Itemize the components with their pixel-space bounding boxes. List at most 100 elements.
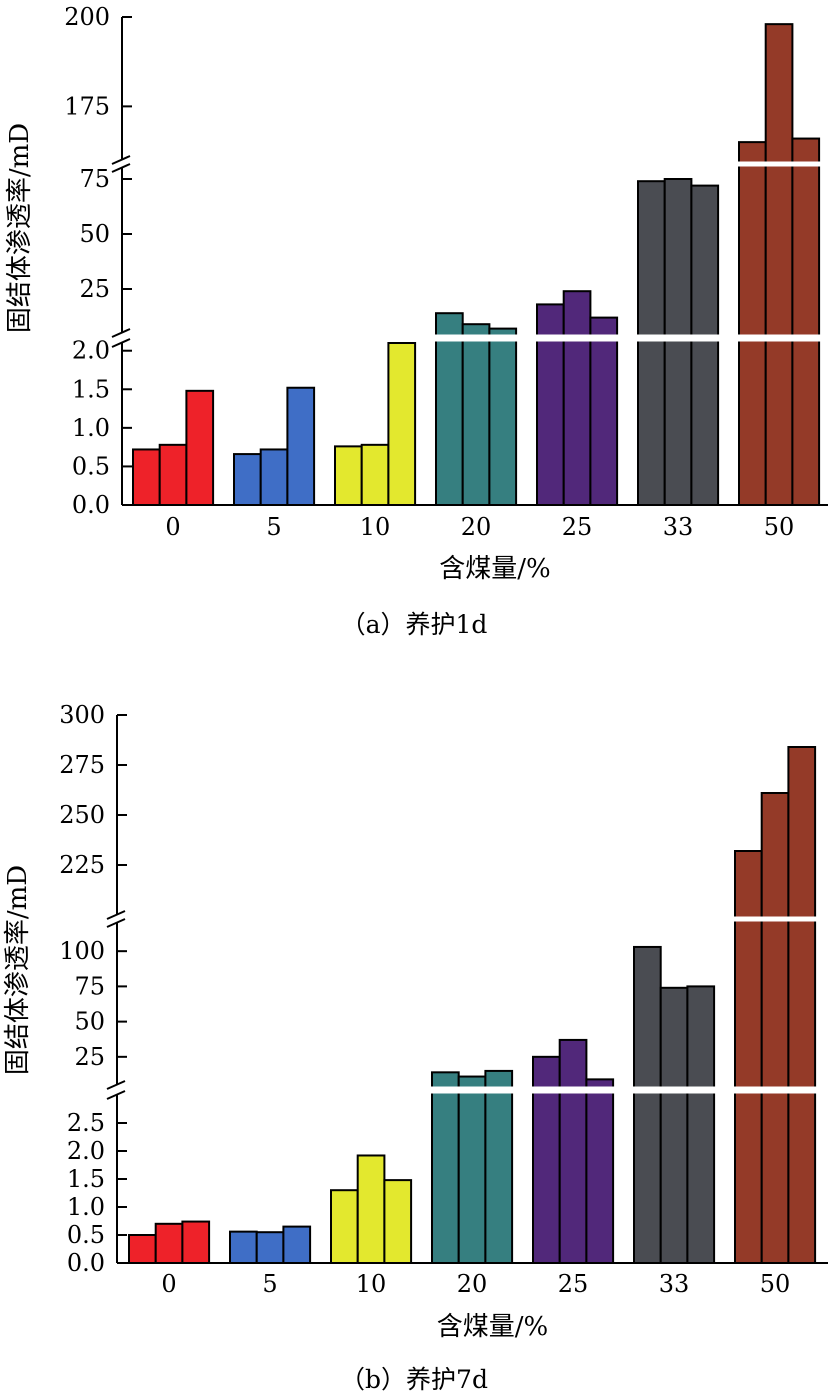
y-tick-label: 1.5: [67, 1165, 105, 1193]
y-axis-title: 固结体渗透率/mD: [3, 865, 33, 1075]
bar: [334, 445, 363, 506]
bar: [431, 1071, 460, 1265]
y-tick-label: 2.0: [72, 337, 110, 365]
x-tick-label: 0: [165, 513, 180, 541]
y-tick-label: 0.0: [72, 491, 110, 519]
bar: [128, 1234, 157, 1264]
y-tick-label: 175: [64, 92, 110, 120]
chart-panel-b: 0.00.51.01.52.02.5 25 50 75 100 225 250 275 300 0…: [3, 701, 828, 1394]
y-tick-label: 0.0: [67, 1249, 105, 1277]
x-axis-title: 含煤量/%: [437, 1312, 548, 1342]
x-tick-label: 33: [659, 1270, 690, 1298]
bar: [663, 178, 693, 506]
y-tick-label: 225: [59, 851, 105, 879]
bar: [360, 443, 390, 507]
x-axis-title: 含煤量/%: [439, 554, 550, 584]
x-tick-label: 20: [461, 513, 492, 541]
axis-break-mark: [106, 910, 126, 920]
y-tick-label: 200: [64, 3, 110, 31]
x-tick-label: 10: [360, 513, 391, 541]
y-tick-label: 2.0: [67, 1137, 105, 1165]
y-tick-label: 0.5: [72, 452, 110, 480]
x-tick-label: 33: [663, 513, 694, 541]
y-axis-title: 固结体渗透率/mD: [5, 123, 35, 333]
bar: [457, 1075, 487, 1265]
bar: [387, 342, 417, 506]
y-tick-label: 100: [59, 937, 105, 965]
axis-break-mark: [111, 338, 131, 348]
axis-break-mark: [106, 1090, 126, 1100]
bar: [585, 1078, 615, 1265]
bar: [589, 316, 619, 506]
bar: [255, 1231, 285, 1264]
bar: [690, 184, 720, 506]
bar: [686, 985, 716, 1264]
x-tick-label: 50: [764, 513, 795, 541]
bar: [229, 1230, 258, 1265]
axis-break-band: [108, 161, 828, 167]
bar: [764, 23, 794, 507]
bar: [659, 986, 689, 1264]
axis-break-mark: [111, 155, 131, 165]
y-tick-label: 0.5: [67, 1221, 105, 1249]
y-tick-label: 1.0: [67, 1193, 105, 1221]
axis-break-band: [108, 334, 828, 342]
bar: [484, 1069, 514, 1265]
bar: [282, 1225, 312, 1264]
bar: [562, 290, 592, 507]
bar: [330, 1189, 359, 1264]
x-tick-label: 50: [760, 1270, 791, 1298]
bar: [132, 448, 161, 507]
y-tick-label: 25: [79, 275, 110, 303]
bar: [356, 1154, 386, 1264]
y-tick-label: 50: [79, 220, 110, 248]
bar: [787, 746, 817, 1264]
bar: [734, 850, 763, 1264]
y-tick-label: 50: [74, 1008, 105, 1036]
x-tick-label: 10: [356, 1270, 387, 1298]
bar: [791, 137, 821, 507]
y-tick-label: 2.5: [67, 1109, 105, 1137]
axis-break-mark: [111, 163, 131, 173]
bar: [435, 312, 464, 507]
bar: [259, 448, 289, 507]
x-tick-label: 5: [262, 1270, 277, 1298]
x-tick-label: 25: [558, 1270, 589, 1298]
bar: [488, 327, 518, 506]
bar: [536, 303, 565, 506]
axis-break-mark: [106, 918, 126, 928]
x-tick-label: 20: [457, 1270, 488, 1298]
bar: [738, 141, 767, 506]
bar: [233, 453, 262, 507]
y-tick-label: 1.0: [72, 414, 110, 442]
figure-caption: （b）养护7d: [340, 1365, 488, 1394]
chart-panel-a: 0.0 0.5 1.0 1.5 2.0 25 50 75 175 200 0 5 10 20 25 33 50 含…: [5, 3, 828, 639]
bar: [383, 1179, 413, 1264]
y-tick-label: 25: [74, 1043, 105, 1071]
y-tick-label: 275: [59, 751, 105, 779]
figure-caption: （a）养护1d: [341, 610, 488, 639]
y-tick-label: 300: [59, 701, 105, 729]
bar: [637, 180, 666, 506]
axis-break-band: [103, 1086, 828, 1094]
bar: [558, 1038, 588, 1265]
y-tick-label: 1.5: [72, 375, 110, 403]
bar: [154, 1222, 184, 1265]
x-tick-label: 5: [266, 513, 281, 541]
bar: [461, 323, 491, 507]
axis-break-band: [103, 916, 828, 922]
x-tick-label: 25: [562, 513, 593, 541]
y-tick-label: 75: [79, 165, 110, 193]
y-tick-label: 75: [74, 972, 105, 1000]
axis-break-mark: [111, 328, 131, 338]
y-tick-label: 250: [59, 801, 105, 829]
bar: [760, 792, 790, 1264]
bar: [286, 386, 316, 506]
bar: [633, 945, 662, 1264]
axis-break-mark: [106, 1080, 126, 1090]
bar: [181, 1220, 211, 1265]
bar: [158, 443, 188, 507]
x-tick-label: 0: [161, 1270, 176, 1298]
bar: [185, 389, 215, 507]
